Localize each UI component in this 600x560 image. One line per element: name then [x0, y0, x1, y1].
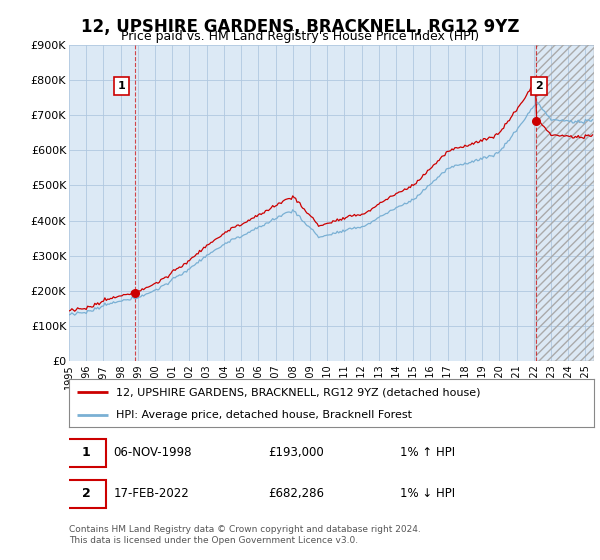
Text: HPI: Average price, detached house, Bracknell Forest: HPI: Average price, detached house, Brac… — [116, 410, 412, 420]
Text: 1% ↑ HPI: 1% ↑ HPI — [400, 446, 455, 459]
Text: Price paid vs. HM Land Registry's House Price Index (HPI): Price paid vs. HM Land Registry's House … — [121, 30, 479, 43]
Text: 2: 2 — [535, 81, 543, 91]
FancyBboxPatch shape — [67, 439, 106, 467]
Text: 1% ↓ HPI: 1% ↓ HPI — [400, 487, 455, 500]
Text: 1: 1 — [118, 81, 125, 91]
Text: 17-FEB-2022: 17-FEB-2022 — [113, 487, 190, 500]
Text: 12, UPSHIRE GARDENS, BRACKNELL, RG12 9YZ: 12, UPSHIRE GARDENS, BRACKNELL, RG12 9YZ — [81, 18, 519, 36]
Text: 1: 1 — [82, 446, 91, 459]
Text: Contains HM Land Registry data © Crown copyright and database right 2024.
This d: Contains HM Land Registry data © Crown c… — [69, 525, 421, 545]
Text: 06-NOV-1998: 06-NOV-1998 — [113, 446, 192, 459]
Text: 12, UPSHIRE GARDENS, BRACKNELL, RG12 9YZ (detached house): 12, UPSHIRE GARDENS, BRACKNELL, RG12 9YZ… — [116, 388, 481, 398]
Text: 2: 2 — [82, 487, 91, 500]
Text: £193,000: £193,000 — [269, 446, 324, 459]
Text: £682,286: £682,286 — [269, 487, 325, 500]
Bar — [536, 45, 594, 361]
FancyBboxPatch shape — [67, 480, 106, 507]
